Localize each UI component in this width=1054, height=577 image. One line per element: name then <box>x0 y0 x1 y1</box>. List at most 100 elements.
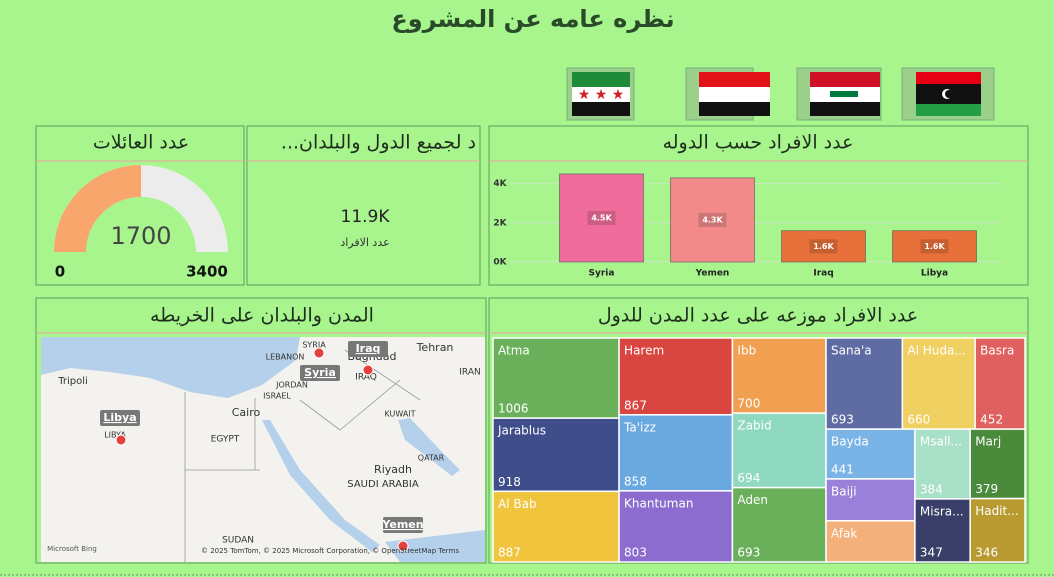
treemap-name: Al Bab <box>498 497 537 511</box>
gauge-min: 0 <box>55 263 65 281</box>
treemap-name: Sana'a <box>831 344 872 358</box>
map-place: Riyadh <box>374 463 412 476</box>
map-place: ISRAEL <box>263 392 291 401</box>
value-label-box <box>920 239 949 254</box>
marker-label: Libya <box>103 411 136 424</box>
map-place: SUDAN <box>222 536 254 546</box>
value-label-box <box>698 212 727 227</box>
treemap-title: عدد الافراد موزعه على عدد المدن للدول <box>598 305 918 327</box>
treemap-cell[interactable] <box>731 412 827 489</box>
treemap-cell[interactable] <box>618 490 734 563</box>
x-tick-label: Libya <box>921 269 948 279</box>
page-title: نظره عامه عن المشروع <box>391 5 674 33</box>
treemap-cell[interactable] <box>731 486 827 563</box>
gauge-max: 3400 <box>186 263 228 281</box>
flag-iraq[interactable] <box>796 67 882 121</box>
treemap-cell[interactable] <box>618 414 734 492</box>
marker-label-box <box>348 341 388 357</box>
map-place: Cairo <box>232 406 261 419</box>
map-place: SYRIA <box>302 341 326 350</box>
svg-text:★ ★ ★: ★ ★ ★ <box>578 87 625 103</box>
treemap-value: 384 <box>920 482 943 496</box>
card-value: 11.9K <box>341 207 391 227</box>
treemap-value: 441 <box>831 462 854 476</box>
gauge-fill <box>54 165 141 252</box>
map-marker[interactable] <box>115 434 127 446</box>
x-tick-label: Yemen <box>695 269 730 279</box>
marker-label-box <box>300 365 340 381</box>
value-label: 4.5K <box>591 213 612 222</box>
card-panel <box>246 125 481 286</box>
treemap-value: 803 <box>624 546 647 560</box>
treemap-name: Afak <box>831 526 857 540</box>
map-place: JORDAN <box>275 381 308 390</box>
map-place: IRAN <box>459 368 480 378</box>
treemap-cell[interactable] <box>901 337 976 430</box>
value-label: 1.6K <box>813 242 834 251</box>
marker-label: Yemen <box>381 518 423 531</box>
x-tick-label: Iraq <box>813 269 833 279</box>
treemap-name: Ta'izz <box>623 420 656 434</box>
treemap-cell[interactable] <box>825 478 916 522</box>
marker-label-box <box>383 517 423 533</box>
treemap-cell[interactable] <box>492 490 620 563</box>
treemap-cell[interactable] <box>825 520 916 563</box>
treemap-name: Marj <box>975 435 1001 449</box>
treemap-value: 693 <box>831 413 854 427</box>
map-marker[interactable] <box>313 347 325 359</box>
marker-label: Iraq <box>356 342 381 355</box>
value-label-box <box>809 239 838 254</box>
treemap-cell[interactable] <box>974 337 1026 430</box>
treemap-value: 1006 <box>498 402 529 416</box>
map-place: LIBYA <box>104 431 126 440</box>
flag-syria[interactable]: ★ ★ ★ <box>566 67 635 121</box>
treemap-value: 918 <box>498 475 521 489</box>
treemap-name: Ibb <box>737 344 756 358</box>
gauge-value: 1700 <box>110 222 171 250</box>
treemap-cell[interactable] <box>618 337 734 416</box>
treemap-name: Khantuman <box>624 496 693 510</box>
map-place: QATAR <box>418 454 445 463</box>
map-place: SAUDI ARABIA <box>347 479 419 490</box>
treemap-value: 694 <box>737 471 760 485</box>
treemap-value: 346 <box>975 546 998 560</box>
treemap-cell[interactable] <box>969 428 1026 500</box>
y-tick-label: 0K <box>493 258 507 268</box>
value-label-box <box>587 210 616 225</box>
map-attribution: © 2025 TomTom, © 2025 Microsoft Corporat… <box>201 547 459 555</box>
treemap-value: 452 <box>980 413 1003 427</box>
treemap-name: Aden <box>737 493 768 507</box>
value-label: 1.6K <box>924 242 945 251</box>
treemap-name: Zabid <box>737 419 771 433</box>
map-logo: Microsoft Bing <box>47 545 97 553</box>
treemap-cell[interactable] <box>492 417 620 493</box>
value-label: 4.3K <box>702 215 723 224</box>
flag-libya[interactable] <box>901 67 995 121</box>
treemap-name: Jarablus <box>497 424 546 438</box>
map-marker[interactable] <box>397 540 409 552</box>
card-label: عدد الافراد <box>340 236 389 249</box>
map-marker[interactable] <box>362 364 374 376</box>
treemap-cell[interactable] <box>969 497 1026 563</box>
treemap-value: 867 <box>624 398 647 412</box>
treemap-cell[interactable] <box>492 337 620 419</box>
map-place: IRAQ <box>355 373 377 383</box>
bar-title: عدد الافراد حسب الدوله <box>663 132 854 154</box>
card-title: ...د لجميع الدول والبلدان <box>281 132 476 154</box>
treemap-value: 887 <box>498 546 521 560</box>
treemap-value: 858 <box>624 474 647 488</box>
marker-label-box <box>100 410 140 426</box>
treemap-value: 660 <box>907 413 930 427</box>
treemap-name: Basra <box>980 344 1014 358</box>
treemap-name: Harem <box>624 344 664 358</box>
map-place: KUWAIT <box>384 410 415 419</box>
treemap-value: 379 <box>975 482 998 496</box>
treemap-value: 693 <box>737 546 760 560</box>
treemap-name: Hadit... <box>975 504 1018 518</box>
x-tick-label: Syria <box>589 269 615 279</box>
gauge-title: عدد العائلات <box>93 132 189 154</box>
map-place: EGYPT <box>211 435 240 445</box>
flag-yemen[interactable] <box>685 67 770 121</box>
treemap-name: Bayda <box>831 435 869 449</box>
